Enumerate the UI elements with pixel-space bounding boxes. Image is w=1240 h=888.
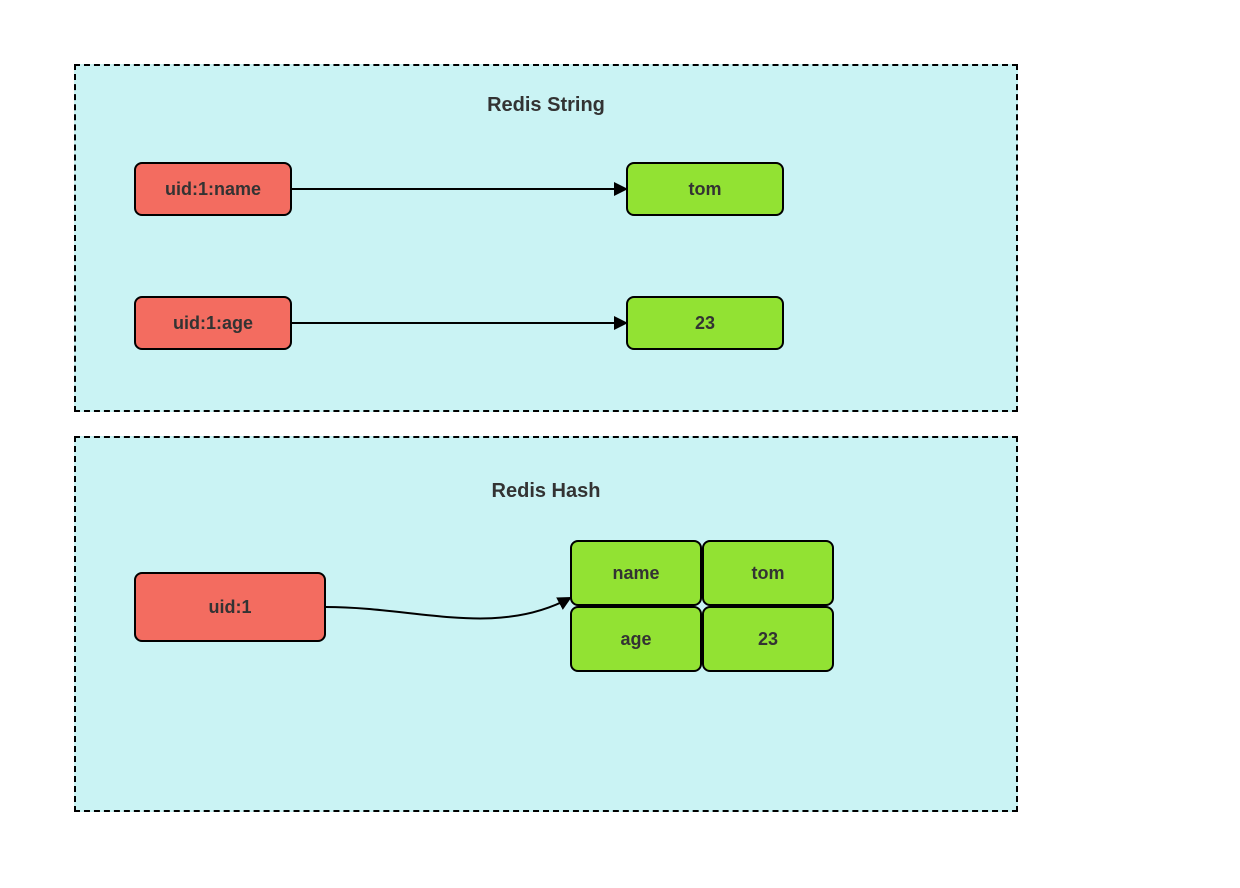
string-value-0: tom bbox=[626, 162, 784, 216]
string-value-1: 23 bbox=[626, 296, 784, 350]
hash-value-grid: name tom age 23 bbox=[570, 540, 834, 672]
redis-string-title: Redis String bbox=[76, 94, 1016, 117]
redis-hash-panel: Redis Hash uid:1 name tom age 23 bbox=[74, 436, 1018, 812]
string-key-1: uid:1:age bbox=[134, 296, 292, 350]
hash-field-age: age bbox=[570, 606, 702, 672]
arrow-string-0 bbox=[76, 66, 1016, 410]
redis-hash-title: Redis Hash bbox=[76, 480, 1016, 503]
hash-value-age: 23 bbox=[702, 606, 834, 672]
hash-field-name: name bbox=[570, 540, 702, 606]
hash-key: uid:1 bbox=[134, 572, 326, 642]
string-key-0: uid:1:name bbox=[134, 162, 292, 216]
redis-string-panel: Redis String uid:1:name tom uid:1:age 23 bbox=[74, 64, 1018, 412]
hash-value-name: tom bbox=[702, 540, 834, 606]
arrow-string-1 bbox=[76, 66, 1016, 410]
